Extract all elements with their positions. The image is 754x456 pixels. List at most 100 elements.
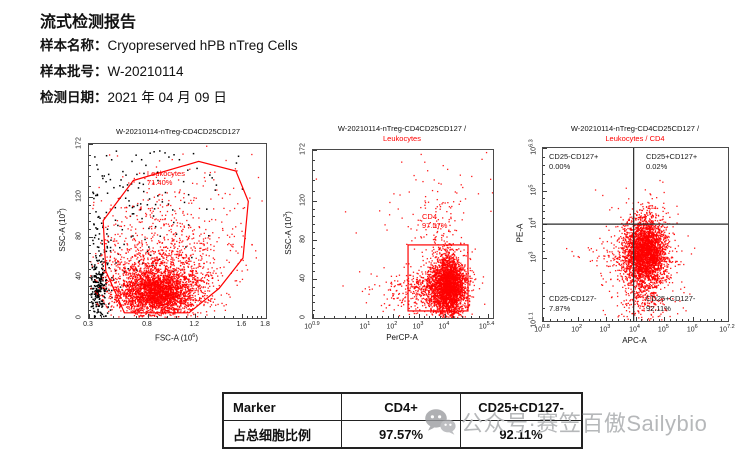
quadrant-percent: 0.00% (549, 162, 571, 171)
gate-polygon (102, 160, 249, 314)
plot-title: W-20210114-nTreg-CD4CD25CD127 / Leukocyt… (525, 124, 745, 144)
test-date-label: 检测日期： (40, 90, 108, 105)
gate-overlay (407, 244, 469, 312)
quadrant-name: CD25-CD127+ (549, 152, 599, 161)
cell-cd25cd127-percent: 92.11% (460, 420, 583, 449)
y-tick-label: 40 (299, 273, 307, 282)
x-tick-label: 106 (686, 324, 698, 334)
x-tick-label: 102 (571, 324, 583, 334)
x-tick-label: 101 (359, 321, 371, 331)
table-row: 占总细胞比例 97.57% 92.11% (222, 420, 583, 449)
test-date-field: 检测日期：2021 年 04 月 09 日 (40, 86, 227, 106)
watermark: 公众号·赛笠百傲Sailybio (424, 406, 707, 438)
plot-frame: Leukocytes 71.40% (88, 143, 267, 319)
y-tick-label: 0 (299, 315, 307, 319)
sample-name-field: 样本名称：Cryopreserved hPB nTreg Cells (40, 34, 298, 54)
y-axis-label: PE-A (515, 223, 525, 243)
header-cd25cd127: CD25+CD127- (460, 392, 583, 421)
cell-cd4-percent: 97.57% (341, 420, 461, 449)
quadrant-name: CD25-CD127- (549, 294, 597, 303)
header-marker: Marker (222, 392, 342, 421)
y-tick-label: 172 (75, 137, 83, 149)
gate-overlay (102, 160, 249, 314)
table-header-row: Marker CD4+ CD25+CD127- (222, 392, 583, 421)
flow-plot-apc-pe: W-20210114-nTreg-CD4CD25CD127 / Leukocyt… (515, 118, 754, 360)
x-tick-label: 104 (629, 324, 640, 334)
y-axis-label: SSC-A (103) (57, 208, 67, 252)
sample-name-label: 样本名称： (40, 38, 108, 53)
watermark-text: 公众号·赛笠百傲Sailybio (461, 411, 708, 436)
x-tick-label: 1.2 (189, 321, 200, 328)
gate-percent: 71.40% (147, 178, 173, 187)
scatter-canvas (543, 148, 728, 321)
quadrant-name: CD25+CD127- (646, 294, 696, 303)
x-tick-label: 100.9 (304, 321, 320, 331)
gate-percent: 97.57% (422, 221, 448, 230)
y-tick-label: 80 (299, 234, 307, 243)
y-tick-label: 172 (299, 143, 307, 155)
quadrant-name: CD25+CD127+ (646, 152, 698, 161)
sample-lot-field: 样本批号：W-20210114 (40, 60, 184, 80)
quadrant-label-top-right: CD25+CD127+ 0.02% (646, 152, 697, 172)
y-tick-label: 105 (528, 184, 538, 196)
gate-rect (407, 244, 469, 312)
y-tick-label: 0 (75, 315, 83, 319)
x-tick-label: 1.6 (236, 321, 247, 328)
x-tick-label: 105 (657, 324, 669, 334)
y-tick-label: 80 (75, 232, 83, 240)
plot-title: W-20210114-nTreg-CD4CD25CD127 / Leukocyt… (292, 124, 512, 144)
gate-label-cd4: CD4 97.57% (422, 212, 447, 230)
flow-plot-percp-ssc: W-20210114-nTreg-CD4CD25CD127 / Leukocyt… (283, 118, 512, 360)
plot-subtitle-text: Leukocytes / CD4 (605, 134, 665, 143)
gate-name: CD4 (422, 212, 438, 221)
plot-title-text: W-20210114-nTreg-CD4CD25CD127 / (570, 124, 700, 133)
quadrant-percent: 92.11% (646, 304, 671, 313)
sample-lot-value: W-20210114 (107, 64, 184, 79)
x-axis-label: APC-A (622, 336, 647, 345)
results-table: Marker CD4+ CD25+CD127- 占总细胞比例 97.57% 92… (222, 392, 583, 449)
x-tick-label: 105.4 (478, 321, 495, 331)
flow-plot-fsc-ssc: W-20210114-nTreg-CD4CD25CD127 Leukocytes… (40, 118, 282, 360)
quadrant-percent: 0.02% (646, 162, 668, 171)
quadrant-label-top-left: CD25-CD127+ 0.00% (549, 152, 598, 172)
plot-title: W-20210114-nTreg-CD4CD25CD127 (68, 127, 288, 137)
quadrant-label-bottom-right: CD25+CD127- 92.11% (646, 294, 695, 314)
x-tick-label: 104 (438, 321, 450, 331)
gate-label-leukocytes: Leukocytes 71.40% (147, 169, 185, 187)
y-tick-label: 103 (528, 251, 538, 263)
x-tick-label: 103 (412, 321, 424, 331)
y-tick-label: 120 (75, 189, 83, 202)
x-axis-label: FSC-A (106) (154, 333, 199, 343)
y-tick-label: 106.3 (528, 139, 538, 155)
y-axis-label: SSC-A (103) (283, 211, 293, 255)
x-tick-label: 100.8 (534, 324, 550, 334)
x-tick-label: 102 (386, 321, 398, 331)
plot-frame: CD4 97.57% (312, 149, 494, 319)
x-tick-label: 103 (599, 324, 611, 334)
page-title: 流式检测报告 (40, 14, 137, 31)
quadrant-percent: 7.87% (549, 304, 571, 313)
wechat-icon (425, 409, 456, 435)
x-tick-label: 107.2 (719, 324, 735, 334)
quadrant-overlay (543, 148, 728, 321)
y-tick-label: 101.1 (528, 312, 538, 328)
test-date-value: 2021 年 04 月 09 日 (107, 90, 227, 105)
x-tick-label: 1.8 (260, 321, 270, 328)
x-tick-label: 0.8 (142, 321, 152, 328)
sample-name-value: Cryopreserved hPB nTreg Cells (107, 38, 298, 53)
sample-lot-label: 样本批号： (40, 64, 108, 79)
y-tick-label: 104 (528, 218, 538, 229)
gate-name: Leukocytes (147, 169, 185, 178)
plot-title-text: W-20210114-nTreg-CD4CD25CD127 (115, 127, 241, 136)
quadrant-label-bottom-left: CD25-CD127- 7.87% (549, 294, 597, 314)
x-tick-label: 0.3 (83, 321, 93, 328)
plot-title-text: W-20210114-nTreg-CD4CD25CD127 / (337, 124, 467, 133)
y-tick-label: 120 (299, 193, 307, 206)
scatter-canvas (313, 150, 493, 318)
plot-subtitle-text: Leukocytes (383, 134, 421, 143)
cell-row-label: 占总细胞比例 (222, 420, 342, 449)
y-tick-label: 40 (75, 272, 83, 281)
x-axis-label: PerCP-A (386, 333, 418, 342)
plot-frame: CD25-CD127+ 0.00% CD25+CD127+ 0.02% CD25… (542, 147, 729, 322)
